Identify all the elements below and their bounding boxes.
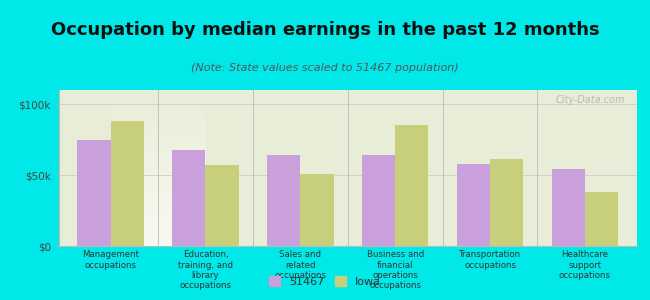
Bar [111, 121, 144, 246]
Text: City-Data.com: City-Data.com [556, 95, 625, 105]
Bar [205, 165, 239, 246]
Bar [490, 160, 523, 246]
Bar [267, 155, 300, 246]
Bar [362, 155, 395, 246]
Bar [585, 192, 618, 246]
Bar [395, 125, 428, 246]
Legend: 51467, Iowa: 51467, Iowa [265, 272, 385, 291]
Bar [300, 174, 333, 246]
Bar [457, 164, 490, 246]
Text: Occupation by median earnings in the past 12 months: Occupation by median earnings in the pas… [51, 21, 599, 39]
Bar [172, 150, 205, 246]
Bar [552, 169, 585, 246]
Bar [77, 140, 110, 246]
Text: (Note: State values scaled to 51467 population): (Note: State values scaled to 51467 popu… [191, 63, 459, 73]
